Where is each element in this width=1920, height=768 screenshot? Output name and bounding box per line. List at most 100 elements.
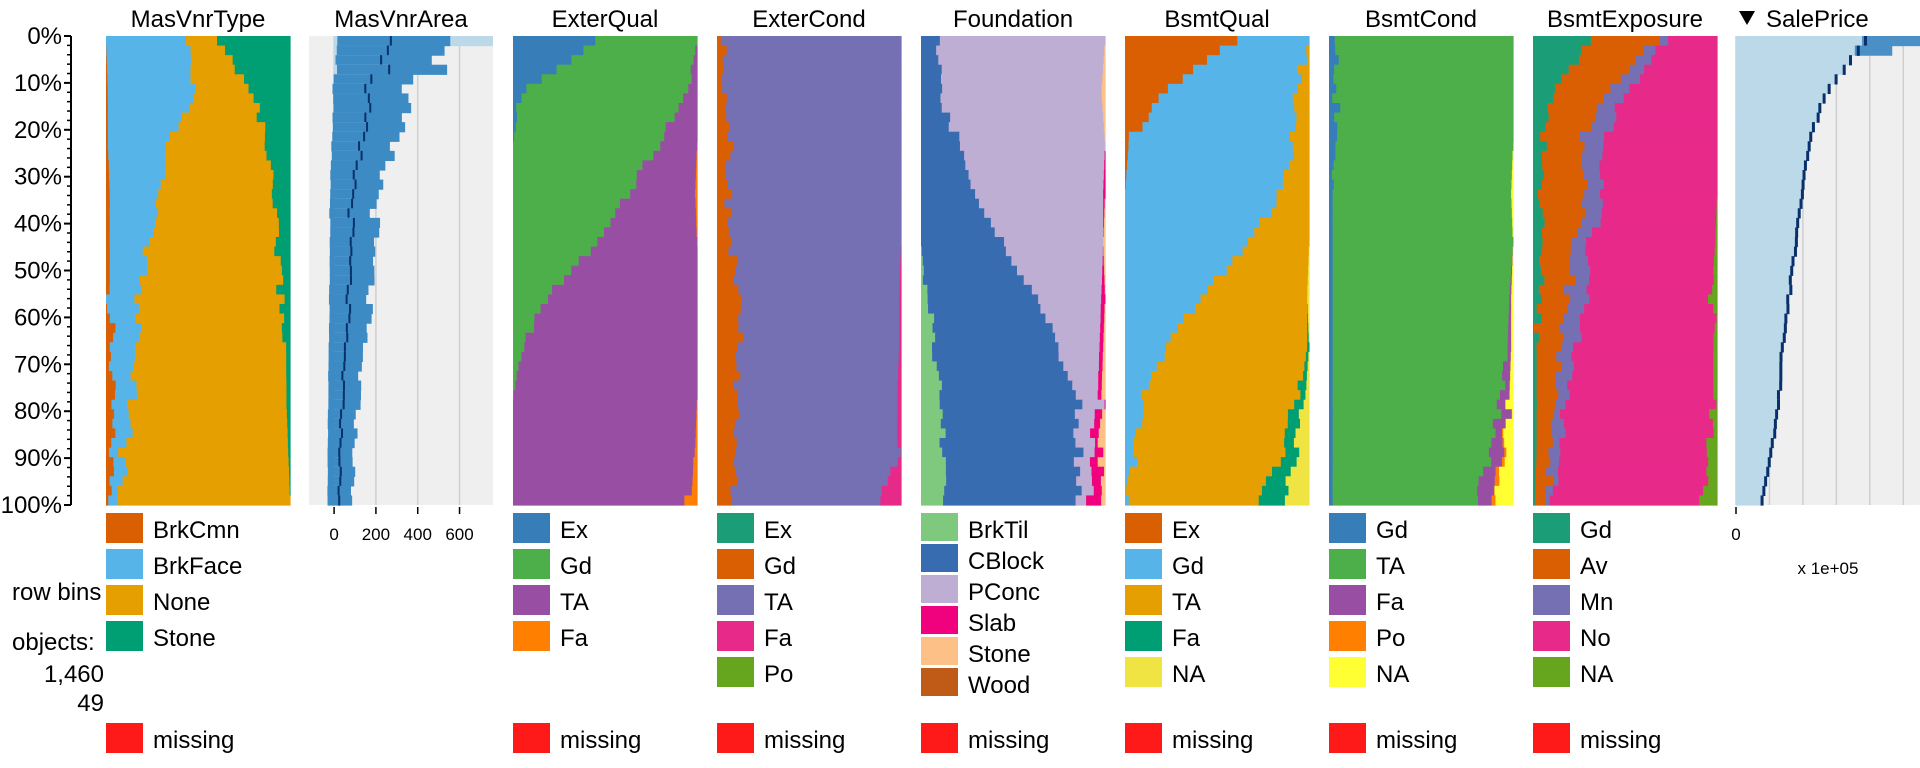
bar-segment-Gd bbox=[1125, 256, 1233, 267]
bar-segment-Gd bbox=[1533, 179, 1543, 190]
bar-segment-Gd bbox=[1125, 438, 1135, 449]
bar-segment-Gd bbox=[1151, 103, 1295, 114]
bar-segment-NA bbox=[1505, 399, 1514, 410]
bar-segment-CBlock bbox=[941, 380, 1073, 391]
bar-segment-NA bbox=[1713, 351, 1718, 363]
bar-segment-Fa bbox=[881, 485, 902, 497]
legend-swatch-missing bbox=[1533, 723, 1570, 753]
bar-segment-NA bbox=[1285, 476, 1310, 487]
bar-segment-Gd bbox=[1142, 122, 1297, 133]
bar-segment-Fa bbox=[1284, 428, 1297, 439]
bar-segment-Slab bbox=[1099, 342, 1104, 353]
bar-segment-BrkFace bbox=[109, 275, 141, 286]
bar-segment-TA bbox=[1292, 93, 1310, 104]
bar-segment-Gd bbox=[1126, 170, 1285, 181]
bar-segment-Gd bbox=[1329, 418, 1334, 430]
bar-segment-Mn bbox=[1560, 342, 1574, 353]
bar-segment-Gd bbox=[513, 313, 536, 324]
bar-segment-Av bbox=[1544, 275, 1577, 286]
bar-segment-Fa bbox=[897, 418, 902, 430]
bar-segment-Stone bbox=[1103, 332, 1106, 343]
bar-segment-BrkCmn bbox=[106, 141, 109, 152]
bar-segment-TA bbox=[740, 371, 899, 382]
bar-segment-Gd bbox=[513, 170, 638, 181]
bar-segment-Fa bbox=[1287, 409, 1300, 420]
bar-segment-BrkCmn bbox=[106, 485, 113, 497]
bar-segment-Av bbox=[1540, 265, 1570, 276]
sd-band bbox=[329, 275, 375, 286]
bar-segment-Fa bbox=[887, 476, 902, 487]
bar-segment-BrkFace bbox=[107, 112, 182, 123]
bar-segment-Fa bbox=[1307, 342, 1310, 353]
bar-segment-Fa bbox=[897, 390, 902, 401]
bar-segment-TA bbox=[726, 93, 902, 104]
column-MasVnrType: MasVnrType BrkCmn BrkFace None Stone missing bbox=[106, 6, 291, 754]
bar-segment-Gd bbox=[1533, 351, 1538, 363]
bar-segment-Stone bbox=[1102, 103, 1106, 114]
bar-segment-NA bbox=[1713, 342, 1718, 353]
bar-segment-None bbox=[193, 93, 255, 104]
bar-segment-TA bbox=[513, 428, 697, 439]
bar-segment-BrkTil bbox=[921, 284, 928, 296]
bar-segment-None bbox=[138, 304, 281, 315]
bar-segment-CBlock bbox=[921, 227, 996, 238]
bar-segment-PConc bbox=[1075, 390, 1099, 401]
bar-segment-Mn bbox=[1610, 83, 1631, 95]
bar-segment-CBlock bbox=[921, 246, 1007, 257]
bar-segment-CBlock bbox=[942, 409, 1076, 420]
legend-label: Po bbox=[1376, 625, 1405, 652]
bar-segment-TA bbox=[1177, 323, 1308, 334]
bar-segment-Av bbox=[1536, 418, 1552, 430]
bar-segment-Gd bbox=[717, 103, 727, 114]
bar-segment-Mn bbox=[1575, 275, 1590, 286]
bar-segment-TA bbox=[630, 189, 696, 200]
mean-marker bbox=[1796, 217, 1800, 229]
bar-segment-Ex bbox=[1125, 112, 1150, 123]
bar-mean bbox=[1736, 36, 1867, 47]
bar-segment-CBlock bbox=[921, 93, 942, 104]
bar-segment-TA bbox=[738, 313, 900, 324]
bins-value: 49 bbox=[77, 690, 104, 717]
legend-label-missing: missing bbox=[1172, 727, 1253, 754]
bar-segment-Ex bbox=[1125, 179, 1127, 190]
bar-segment-TA bbox=[733, 380, 899, 391]
bar-segment-Av bbox=[1536, 351, 1557, 363]
bar-mean bbox=[1736, 380, 1782, 391]
bar-segment-BrkTil bbox=[921, 409, 944, 420]
legend: BrkTil CBlock PConc Slab Stone Wood missing bbox=[921, 513, 1049, 754]
bar-segment-Gd bbox=[1533, 83, 1556, 95]
bar-segment-Stone bbox=[248, 83, 291, 95]
mean-marker bbox=[339, 438, 342, 449]
bar-segment-PConc bbox=[965, 160, 1105, 171]
bar-segment-Gd bbox=[1329, 141, 1337, 152]
bar-segment-PConc bbox=[938, 55, 1105, 66]
sd-band bbox=[329, 265, 375, 276]
mean-marker bbox=[1800, 189, 1804, 200]
x-axis: 0 x 1e+05 bbox=[1731, 507, 1858, 578]
bar-segment-NA bbox=[1511, 313, 1514, 324]
bar-segment-Mn bbox=[1577, 227, 1593, 238]
mean-marker bbox=[1801, 179, 1805, 190]
bar-segment-TA bbox=[1296, 112, 1310, 123]
legend-swatch-Fa bbox=[1329, 585, 1366, 615]
bar-segment-None bbox=[155, 217, 280, 229]
legend-swatch-NA bbox=[1125, 657, 1162, 687]
bar-segment-Stone bbox=[289, 466, 291, 477]
bar-segment-Stone bbox=[1103, 342, 1106, 353]
bar-segment-Gd bbox=[1158, 93, 1294, 104]
legend-label: Fa bbox=[1172, 625, 1201, 652]
y-tick-label: 10% bbox=[14, 70, 62, 97]
bar-segment-No bbox=[1589, 294, 1709, 305]
bar-segment-Gd bbox=[1182, 74, 1303, 85]
bar-segment-Fa bbox=[1297, 380, 1307, 391]
bar-segment-Fa bbox=[1510, 275, 1513, 286]
bar-segment-Mn bbox=[1554, 409, 1561, 420]
bar-segment-NA bbox=[1511, 294, 1514, 305]
legend-label: Mn bbox=[1580, 589, 1613, 616]
objects-value: 1,460 bbox=[44, 661, 104, 688]
legend-label-missing: missing bbox=[560, 727, 641, 754]
mean-marker bbox=[1789, 284, 1793, 296]
bar-segment-Gd bbox=[1193, 64, 1299, 75]
mean-marker bbox=[343, 351, 346, 363]
